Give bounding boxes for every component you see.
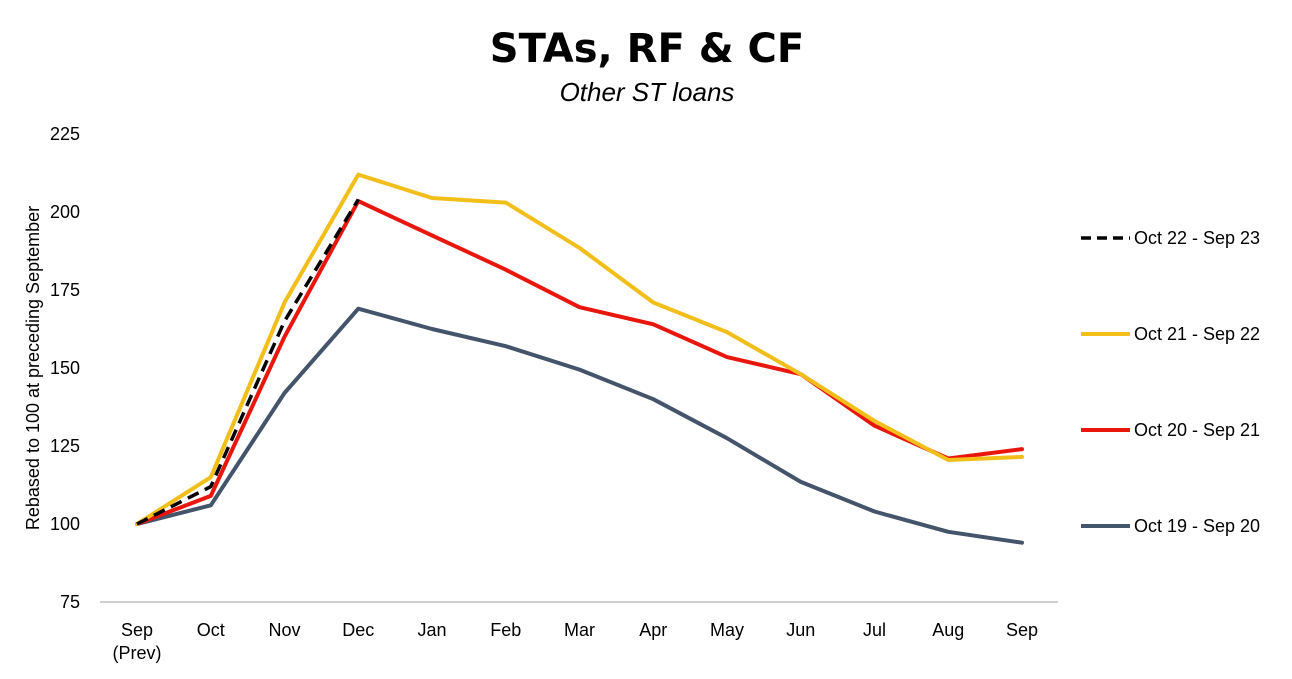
y-axis-label: Rebased to 100 at preceding September: [23, 206, 43, 530]
x-tick-label: Apr: [639, 620, 667, 640]
x-tick-label: Mar: [564, 620, 595, 640]
x-tick-label: Jul: [863, 620, 886, 640]
y-tick-label: 75: [60, 592, 80, 612]
series-line: [135, 306, 1024, 545]
x-tick-label: Dec: [342, 620, 374, 640]
legend: Oct 22 - Sep 23 Oct 21 - Sep 22 Oct 20 - S…: [1081, 228, 1260, 536]
x-tick-label: Aug: [932, 620, 964, 640]
y-tick-label: 100: [50, 514, 80, 534]
x-tick-label: Feb: [490, 620, 521, 640]
plot-area: [135, 172, 1024, 545]
x-tick-label: Jun: [786, 620, 815, 640]
y-tick-label: 200: [50, 202, 80, 222]
x-axis: Sep (Prev) Oct Nov Dec Jan Feb Mar Apr May Jun Jul A…: [113, 620, 1039, 663]
y-tick-label: 175: [50, 280, 80, 300]
y-tick-label: 125: [50, 436, 80, 456]
series-line: [135, 199, 1024, 526]
legend-label: Oct 22 - Sep 23: [1134, 228, 1260, 248]
legend-label: Oct 20 - Sep 21: [1134, 420, 1260, 440]
y-tick-label: 225: [50, 124, 80, 144]
y-axis: 75 100 125 150 175 200 225: [50, 124, 80, 612]
legend-label: Oct 19 - Sep 20: [1134, 516, 1260, 536]
x-tick-label: Jan: [417, 620, 446, 640]
x-tick-label: Sep: [1006, 620, 1038, 640]
x-tick-label: May: [710, 620, 744, 640]
x-tick-label: Sep (Prev): [113, 620, 162, 663]
y-tick-label: 150: [50, 358, 80, 378]
x-tick-label: Oct: [197, 620, 225, 640]
legend-label: Oct 21 - Sep 22: [1134, 324, 1260, 344]
chart-title: STAs, RF & CF: [490, 26, 804, 72]
series-line: [135, 172, 1024, 526]
chart-subtitle: Other ST loans: [560, 77, 735, 107]
series-line: [136, 198, 360, 526]
x-tick-label: Nov: [268, 620, 300, 640]
